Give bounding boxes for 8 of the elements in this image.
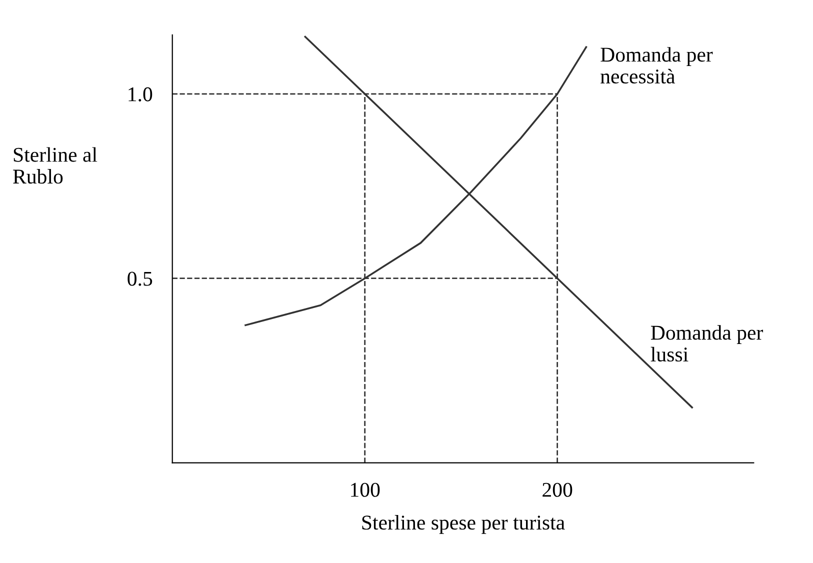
x-tick-label: 100: [351, 482, 380, 497]
y-axis-title: Sterline al Rublo: [13, 147, 98, 184]
y-tick-label: 0.5: [128, 272, 152, 286]
x-axis-title: Sterline spese per turista: [362, 515, 565, 534]
series-label: Domanda per necessità: [600, 47, 713, 84]
x-tick-label: 200: [542, 482, 572, 497]
y-tick-label: 1.0: [128, 87, 152, 102]
series-label: Domanda per lussi: [650, 325, 764, 362]
